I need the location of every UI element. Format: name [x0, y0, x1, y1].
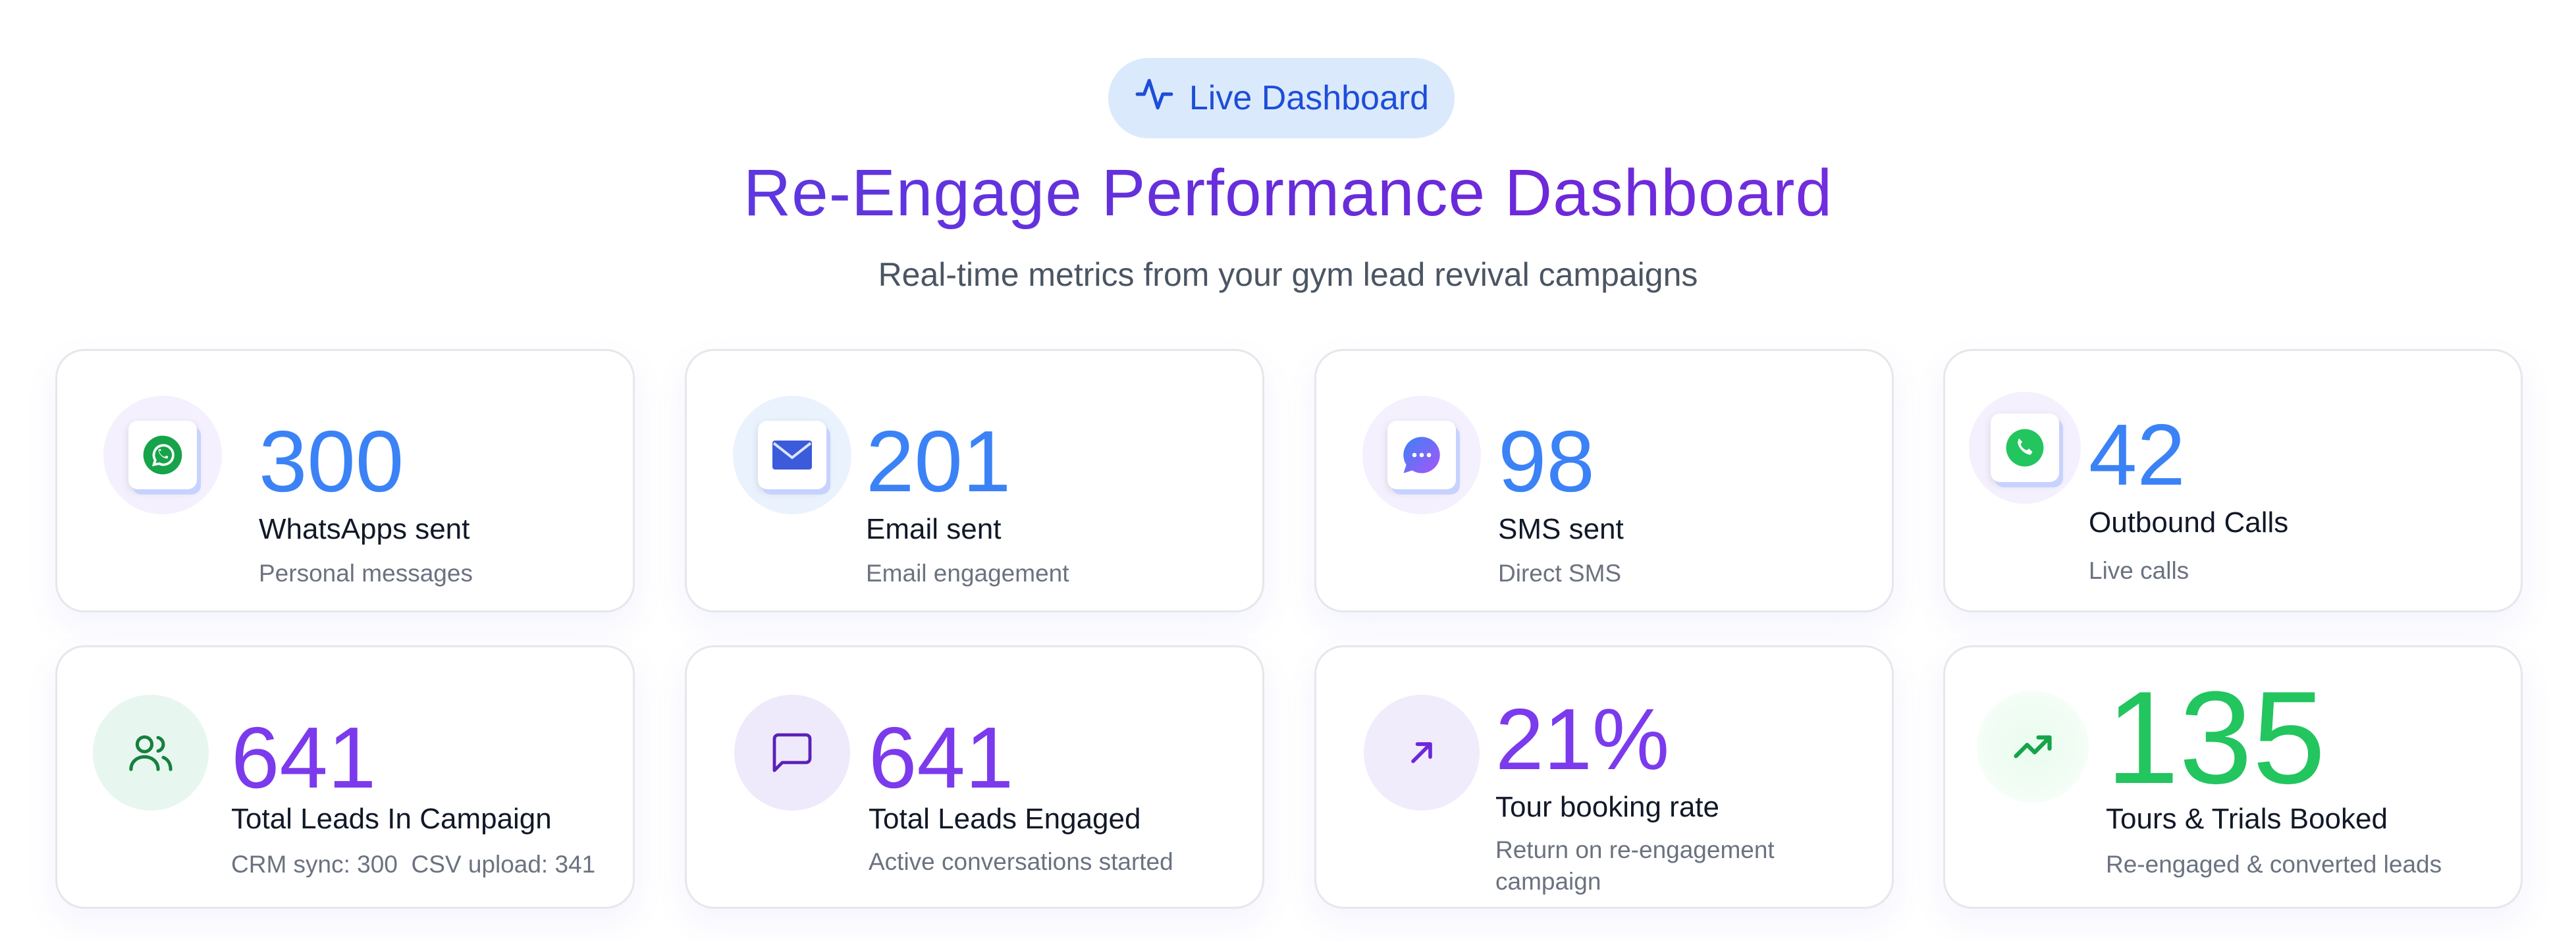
trending-up-icon: [1977, 691, 2089, 803]
metric-card-whatsapp: 300 WhatsApps sent Personal messages: [55, 349, 635, 612]
metric-value: 135: [2106, 664, 2326, 811]
metric-subtext: Email engagement: [866, 560, 1069, 587]
whatsapp-icon: [128, 421, 197, 489]
message-square-icon: [734, 695, 850, 811]
phone-icon: [1991, 414, 2059, 482]
metric-value: 641: [231, 709, 377, 806]
page-subtitle: Real-time metrics from your gym lead rev…: [878, 256, 1698, 293]
activity-icon: [1134, 74, 1175, 123]
badge-label: Live Dashboard: [1189, 79, 1430, 117]
metric-subtext: Personal messages: [259, 560, 473, 587]
metric-label: SMS sent: [1498, 513, 1624, 545]
sms-icon: [1387, 421, 1456, 489]
metric-subtext: CRM sync: 300 CSV upload: 341: [231, 851, 596, 878]
metric-label: Total Leads Engaged: [869, 803, 1141, 835]
metric-value: 201: [866, 413, 1011, 510]
metric-label: Outbound Calls: [2089, 506, 2289, 539]
metric-label: WhatsApps sent: [259, 513, 470, 545]
metric-card-tour-booking-rate: 21% Tour booking rate Return on re-engag…: [1314, 645, 1894, 909]
arrow-up-right-icon: [1364, 695, 1480, 811]
metric-subtext: Direct SMS: [1498, 560, 1622, 587]
metric-subtext: Return on re-engagement campaign: [1495, 836, 1775, 896]
metric-label: Tour booking rate: [1495, 791, 1719, 823]
email-icon: [758, 421, 826, 489]
metric-card-calls: 42 Outbound Calls Live calls: [1943, 349, 2523, 612]
metric-card-email: 201 Email sent Email engagement: [685, 349, 1264, 612]
metric-value: 641: [869, 709, 1014, 806]
metric-card-sms: 98 SMS sent Direct SMS: [1314, 349, 1894, 612]
metric-subtext: Active conversations started: [869, 848, 1173, 875]
metric-value: 42: [2089, 406, 2186, 503]
metric-value: 300: [259, 413, 404, 510]
page-title: Re-Engage Performance Dashboard: [0, 155, 2576, 231]
metric-label: Tours & Trials Booked: [2106, 803, 2388, 835]
metric-card-leads-engaged: 641 Total Leads Engaged Active conversat…: [685, 645, 1264, 909]
metric-subtext: Re-engaged & converted leads: [2106, 851, 2442, 878]
metric-subtext: Live calls: [2089, 557, 2189, 584]
metric-card-tours-booked: 135 Tours & Trials Booked Re-engaged & c…: [1943, 645, 2523, 909]
metric-label: Email sent: [866, 513, 1002, 545]
metric-label: Total Leads In Campaign: [231, 803, 552, 835]
metric-card-leads-in-campaign: 641 Total Leads In Campaign CRM sync: 30…: [55, 645, 635, 909]
live-dashboard-badge: Live Dashboard: [1108, 58, 1455, 138]
users-icon: [93, 695, 209, 811]
metric-value: 98: [1498, 413, 1595, 510]
metric-value: 21%: [1495, 691, 1670, 788]
